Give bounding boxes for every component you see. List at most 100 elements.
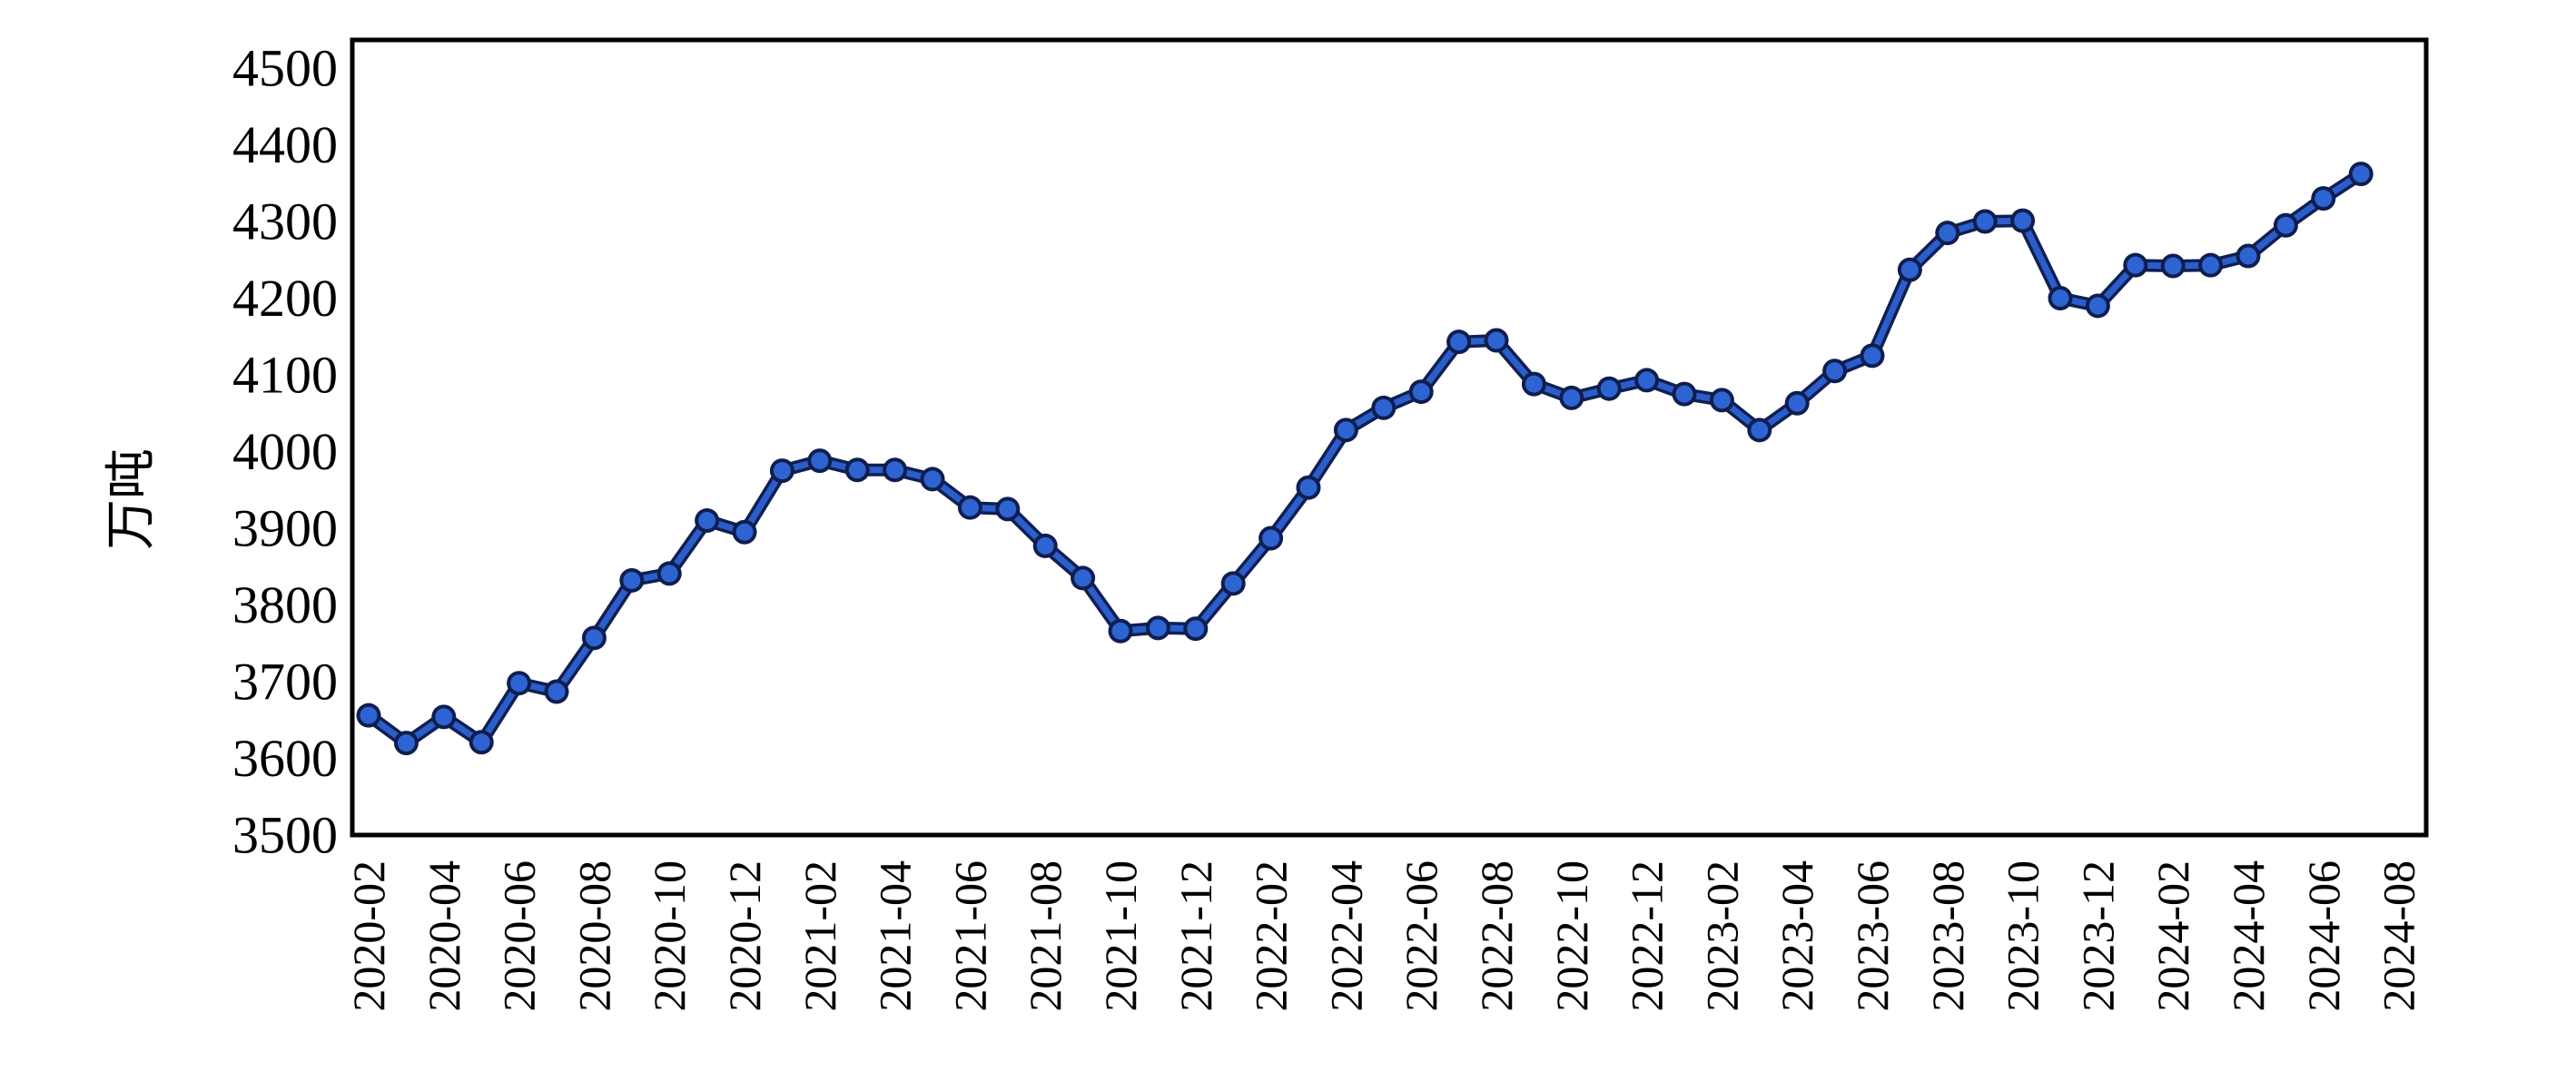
data-point-marker bbox=[2314, 190, 2333, 208]
x-axis-tick-label: 2022-06 bbox=[1396, 860, 1446, 1012]
data-series bbox=[356, 162, 2374, 756]
data-point-marker bbox=[1788, 394, 1806, 412]
plot-area-border bbox=[350, 37, 2429, 838]
data-point-marker bbox=[472, 733, 490, 752]
data-point-marker bbox=[1337, 421, 1355, 439]
data-point-marker bbox=[660, 565, 678, 583]
data-point-marker bbox=[1751, 421, 1769, 439]
data-point-marker bbox=[735, 523, 754, 541]
data-point-marker bbox=[773, 462, 791, 480]
x-axis-tick-label: 2020-12 bbox=[719, 860, 770, 1012]
data-point-marker bbox=[1525, 375, 1543, 393]
data-point-marker bbox=[1262, 529, 1280, 547]
data-point-marker bbox=[1939, 224, 1957, 242]
data-point-marker bbox=[1638, 371, 1656, 389]
data-point-marker bbox=[961, 498, 979, 516]
data-point-marker bbox=[1900, 260, 1919, 279]
data-point-marker bbox=[1074, 569, 1092, 587]
data-point-marker bbox=[1187, 620, 1205, 638]
data-point-marker bbox=[1976, 212, 1994, 231]
data-point-marker bbox=[585, 629, 603, 647]
data-point-marker bbox=[698, 512, 716, 530]
data-point-marker bbox=[2352, 165, 2370, 183]
data-point-marker bbox=[2164, 257, 2182, 275]
y-axis-tick-labels: 3500 3600 3700 3800 3900 4000 4100 4200 4300 4400… bbox=[232, 39, 338, 865]
x-axis-tick-label: 2021-12 bbox=[1170, 860, 1221, 1012]
data-point-marker bbox=[2014, 211, 2032, 230]
data-point-marker bbox=[1675, 385, 1693, 403]
x-axis-tick-label: 2020-06 bbox=[494, 860, 545, 1012]
x-axis-tick-label: 2023-06 bbox=[1847, 860, 1898, 1012]
x-axis-tick-label: 2023-04 bbox=[1772, 860, 1822, 1012]
data-point-marker bbox=[1712, 391, 1731, 409]
x-axis-tick-label: 2020-02 bbox=[343, 860, 394, 1012]
data-point-marker bbox=[2088, 297, 2107, 315]
data-point-marker bbox=[999, 500, 1017, 518]
y-axis-tick-label: 4000 bbox=[232, 422, 338, 481]
y-axis-tick-label: 4200 bbox=[232, 269, 338, 328]
x-axis-tick-label: 2024-04 bbox=[2223, 860, 2274, 1012]
x-axis-tick-label: 2024-02 bbox=[2147, 860, 2198, 1012]
y-axis-tick-label: 3500 bbox=[232, 806, 338, 865]
data-point-marker bbox=[1563, 388, 1581, 407]
data-point-marker bbox=[510, 674, 528, 693]
data-point-marker bbox=[2127, 256, 2145, 274]
x-axis-tick-label: 2021-06 bbox=[944, 860, 995, 1012]
y-axis-tick-label: 4300 bbox=[232, 192, 338, 251]
y-axis-tick-label: 3600 bbox=[232, 729, 338, 788]
data-point-marker bbox=[2276, 216, 2295, 234]
data-point-marker bbox=[1036, 536, 1054, 555]
y-axis-tick-label: 3800 bbox=[232, 575, 338, 634]
x-axis-tick-label: 2022-08 bbox=[1471, 860, 1522, 1012]
data-point-marker bbox=[1111, 622, 1130, 640]
data-point-marker bbox=[623, 571, 641, 589]
data-point-marker bbox=[886, 461, 904, 479]
data-point-marker bbox=[2051, 290, 2069, 307]
x-axis-tick-label: 2022-04 bbox=[1320, 860, 1371, 1012]
x-axis-tick-label: 2020-04 bbox=[419, 860, 469, 1012]
x-axis-tick-label: 2023-02 bbox=[1696, 860, 1747, 1012]
x-axis-tick-label: 2022-12 bbox=[1622, 860, 1673, 1012]
y-axis-tick-label: 4100 bbox=[232, 346, 338, 405]
data-point-marker bbox=[1487, 331, 1505, 349]
data-point-marker bbox=[1149, 619, 1167, 637]
y-axis-tick-label: 3900 bbox=[232, 499, 338, 558]
data-point-marker bbox=[1600, 379, 1618, 398]
x-axis-tick-label: 2024-08 bbox=[2374, 860, 2424, 1012]
x-axis-tick-label: 2021-04 bbox=[870, 860, 921, 1012]
data-point-marker bbox=[2239, 247, 2257, 265]
x-axis-tick-labels: 2020-02 2020-04 2020-06 2020-08 2020-10 2020-… bbox=[343, 860, 2424, 1012]
y-axis-tick-label: 4500 bbox=[232, 39, 338, 98]
data-point-marker bbox=[811, 452, 829, 470]
x-axis-tick-label: 2023-12 bbox=[2072, 860, 2123, 1012]
data-point-marker bbox=[397, 734, 415, 752]
x-axis-tick-label: 2022-02 bbox=[1246, 860, 1297, 1012]
data-point-marker bbox=[923, 470, 942, 488]
x-axis-tick-label: 2020-08 bbox=[568, 860, 619, 1012]
data-point-marker bbox=[1299, 478, 1318, 496]
data-point-marker bbox=[1863, 347, 1881, 365]
x-axis-tick-label: 2023-10 bbox=[1998, 860, 2048, 1012]
data-point-marker bbox=[1375, 398, 1393, 417]
x-axis-tick-label: 2024-06 bbox=[2298, 860, 2349, 1012]
data-point-marker bbox=[1826, 362, 1844, 380]
data-point-marker bbox=[548, 683, 566, 701]
x-axis-tick-label: 2022-10 bbox=[1546, 860, 1597, 1012]
data-point-marker bbox=[1412, 383, 1430, 401]
data-point-marker bbox=[435, 708, 453, 726]
data-point-marker bbox=[360, 706, 378, 724]
x-axis-tick-label: 2021-10 bbox=[1095, 860, 1146, 1012]
x-axis-tick-label: 2021-08 bbox=[1020, 860, 1071, 1012]
y-axis-tick-label: 3700 bbox=[232, 653, 338, 712]
y-axis-tick-label: 4400 bbox=[232, 115, 338, 174]
x-axis-tick-label: 2023-08 bbox=[1922, 860, 1973, 1012]
data-point-marker bbox=[1224, 575, 1242, 593]
x-axis-tick-label: 2021-02 bbox=[795, 860, 845, 1012]
data-point-marker bbox=[1450, 333, 1468, 351]
data-point-marker bbox=[2202, 256, 2220, 274]
y-axis-title: 万吨 bbox=[104, 448, 160, 550]
data-point-marker bbox=[848, 461, 866, 479]
